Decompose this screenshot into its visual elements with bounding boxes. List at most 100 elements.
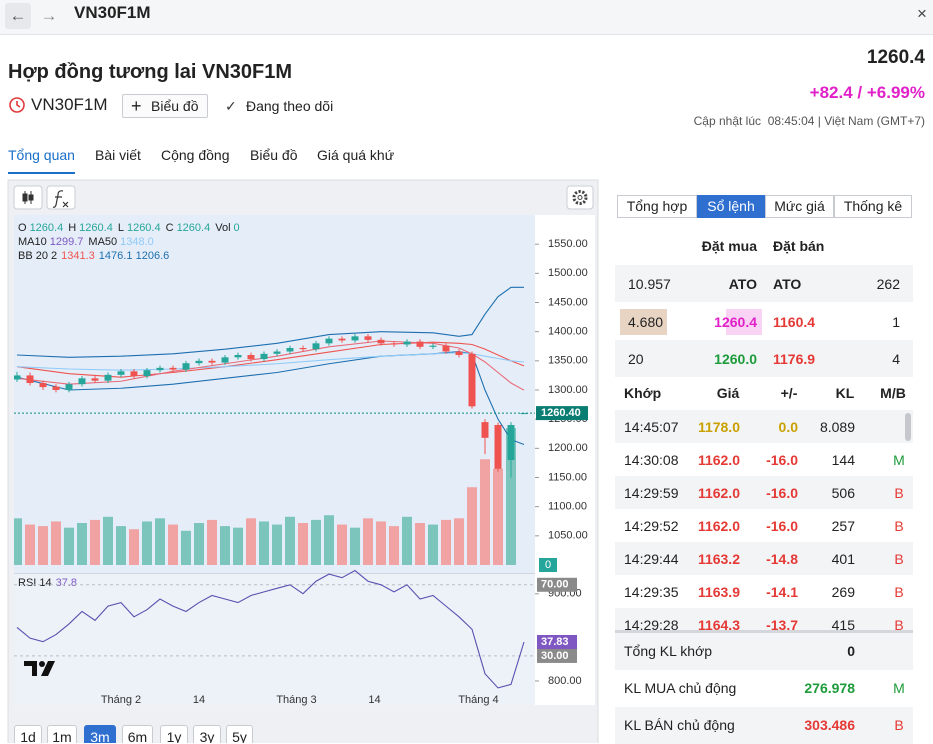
trade-price: 1164.3 <box>697 617 740 632</box>
volume-bar <box>337 524 347 565</box>
candle-body <box>234 355 242 358</box>
summary-value: 0 <box>847 643 855 659</box>
side-tab[interactable]: Thống kê <box>834 195 912 218</box>
volume-bar <box>467 487 477 565</box>
tab[interactable]: Tổng quan <box>8 147 75 163</box>
volume-bar <box>285 516 295 565</box>
trade-price: 1163.9 <box>697 584 740 600</box>
candle-body <box>52 386 60 390</box>
price-axis <box>535 215 595 705</box>
volume-bar <box>25 524 35 565</box>
top-bar <box>0 0 933 35</box>
summary-row <box>615 633 913 670</box>
side-tab[interactable]: Mức giá <box>765 195 834 218</box>
back-button[interactable]: ← <box>5 3 31 29</box>
range-button[interactable]: 1d <box>14 725 42 743</box>
candle-body <box>416 341 424 347</box>
updated-time: 08:45:04 | Việt Nam (GMT+7) <box>767 114 925 128</box>
last-price-label: 1260.40 <box>541 407 581 419</box>
side-tab[interactable]: Tổng hợp <box>617 195 697 218</box>
range-button[interactable]: 3m <box>84 725 116 743</box>
volume-bar <box>233 527 243 565</box>
tab[interactable]: Bài viết <box>95 147 141 163</box>
trade-time: 14:30:08 <box>624 452 679 468</box>
range-button[interactable]: 1y <box>160 725 188 743</box>
candle-type-button[interactable] <box>13 185 43 210</box>
trade-row <box>615 476 913 509</box>
updated-label: Cập nhật lúc <box>693 114 762 128</box>
fx-icon <box>52 190 69 208</box>
legend-value: 1260.4 <box>79 222 113 234</box>
legend-key: O <box>18 222 27 234</box>
forward-button[interactable]: → <box>40 6 58 25</box>
trade-volume: 257 <box>831 518 855 534</box>
rsi-pane <box>14 574 535 705</box>
bb-legend: BB 20 2 1341.3 1476.1 1206.6 <box>18 250 169 262</box>
legend-key: L <box>118 222 124 234</box>
trade-header: +/- <box>780 385 798 401</box>
trade-volume: 401 <box>831 551 855 567</box>
trade-time: 14:29:35 <box>624 584 679 600</box>
legend-key: RSI 14 <box>18 577 52 589</box>
trade-change: -16.0 <box>766 485 798 501</box>
y-tick-label: 1500.00 <box>548 267 588 279</box>
summary-label: KL BÁN chủ động <box>624 717 735 733</box>
volume-bar <box>389 526 399 565</box>
trade-side: B <box>894 584 904 600</box>
trade-time: 14:29:59 <box>624 485 679 501</box>
plus-icon: + <box>131 96 142 116</box>
range-button[interactable]: 1m <box>47 725 77 743</box>
trade-row <box>615 443 913 476</box>
trade-header: KL <box>835 385 855 401</box>
candle-body <box>182 363 190 370</box>
candle-body <box>169 367 177 370</box>
check-icon: ✓ <box>225 98 237 114</box>
price-pane <box>14 215 535 573</box>
candle-body <box>364 336 372 340</box>
range-button[interactable]: 6m <box>122 725 153 743</box>
volume-bar <box>298 523 308 565</box>
candle-body <box>377 339 385 344</box>
candle-body <box>221 357 229 363</box>
range-button[interactable]: 3y <box>193 725 221 743</box>
chart-button[interactable]: + Biểu đồ <box>122 94 208 118</box>
tradingview-logo <box>24 661 55 676</box>
follow-status[interactable]: Đang theo dõi <box>246 98 334 114</box>
legend-value: 1260.4 <box>30 222 64 234</box>
volume-bar <box>311 519 321 565</box>
legend-key: MA10 <box>18 236 47 248</box>
close-button[interactable]: × <box>917 4 927 23</box>
volume-bar <box>402 516 412 565</box>
ask-price: ATO <box>773 276 802 292</box>
range-button[interactable]: 5y <box>226 725 253 743</box>
trade-price: 1162.0 <box>697 452 740 468</box>
legend-value: 0 <box>234 222 240 234</box>
candle-body <box>143 370 151 376</box>
volume-bar <box>428 524 438 565</box>
rsi-last-label: 37.83 <box>541 636 569 648</box>
volume-bar <box>116 526 126 565</box>
ask-price: 1160.4 <box>773 313 816 330</box>
legend-value: 37.8 <box>56 577 77 589</box>
chart: 1050.001100.001150.001200.001250.001300.… <box>7 179 599 743</box>
volume-bar <box>103 516 113 565</box>
candle-body <box>390 343 398 345</box>
side-tab[interactable]: Sổ lệnh <box>697 195 765 218</box>
ask-volume: 262 <box>876 276 900 292</box>
volume-bar <box>194 523 204 565</box>
trade-change: -14.1 <box>766 584 798 600</box>
order-header: Đặt mua <box>701 238 757 254</box>
y-tick-label: 1450.00 <box>548 296 588 308</box>
volume-bar <box>14 518 22 565</box>
list-divider <box>615 630 913 633</box>
tab[interactable]: Giá quá khứ <box>317 147 395 163</box>
candle-body <box>78 378 86 385</box>
volume-bar <box>441 519 451 565</box>
legend-value: 1260.4 <box>177 222 211 234</box>
trade-volume: 8.089 <box>819 419 855 435</box>
tab[interactable]: Biểu đồ <box>250 147 298 163</box>
tab[interactable]: Cộng đồng <box>161 147 230 163</box>
legend-value: 1341.3 <box>61 250 95 262</box>
volume-bar <box>454 518 464 565</box>
